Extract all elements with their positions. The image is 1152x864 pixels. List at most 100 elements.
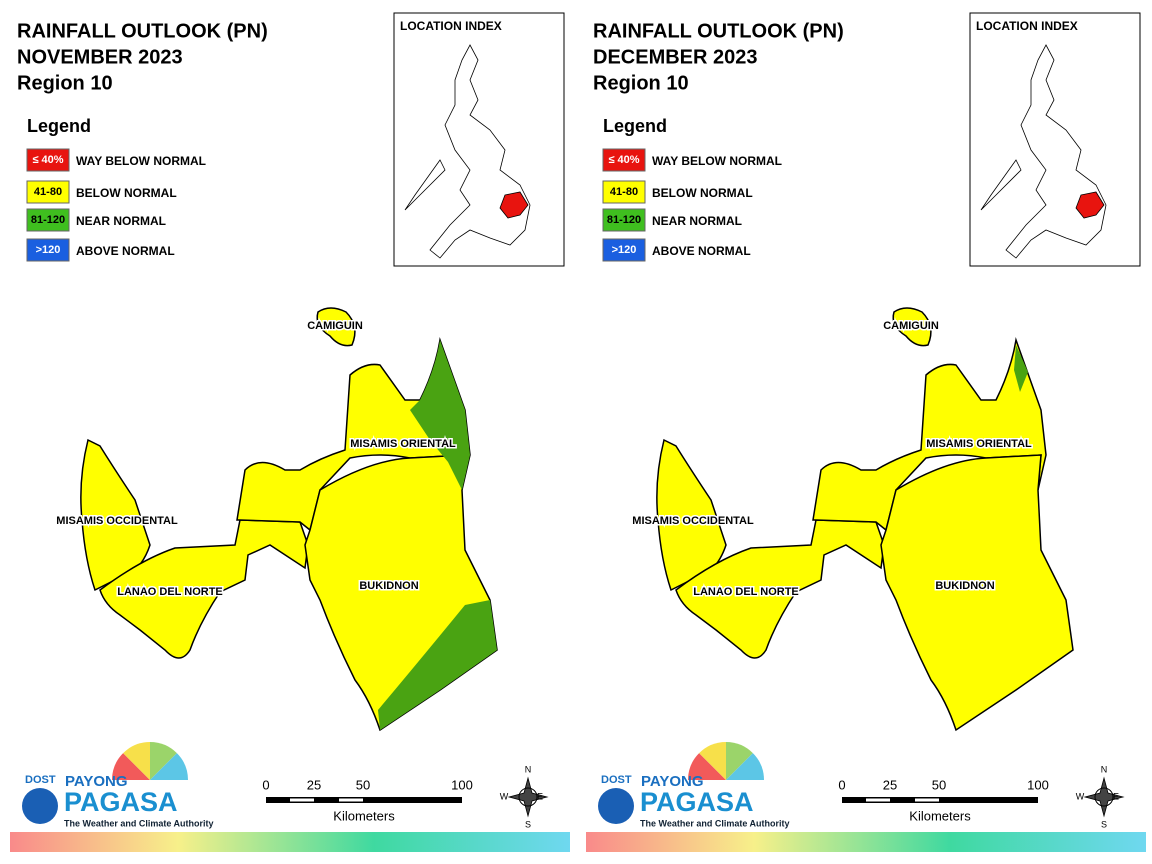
philippines-outline [404, 44, 531, 259]
logo-tagline: The Weather and Climate Authority [64, 818, 214, 828]
title-line: NOVEMBER 2023 [17, 46, 183, 68]
province [812, 337, 1047, 532]
compass-letter: N [525, 764, 532, 774]
compass-letter: E [537, 791, 543, 801]
region-highlight [1075, 191, 1105, 219]
title-line: DECEMBER 2023 [593, 46, 758, 68]
scale-segment [290, 798, 314, 802]
scale-tick: 0 [262, 777, 269, 792]
legend-title: Legend [27, 116, 91, 136]
title-line: Region 10 [17, 72, 113, 94]
location-index-title: LOCATION INDEX [400, 19, 502, 33]
scale-bar [842, 797, 1038, 803]
logo-dost: DOST [601, 774, 632, 786]
scale-tick: 25 [307, 777, 321, 792]
umbrella-panel [726, 753, 764, 780]
location-index-title: LOCATION INDEX [976, 19, 1078, 33]
region-highlight [499, 191, 529, 219]
scale-tick: 0 [838, 777, 845, 792]
legend-label: >120 [36, 244, 61, 256]
logo-payong: PAYONG [641, 773, 704, 790]
near-normal-area [1014, 345, 1028, 392]
legend-label: >120 [612, 244, 637, 256]
logo-payong: PAYONG [65, 773, 128, 790]
legend-swatch [26, 180, 70, 204]
scale-tick: 50 [932, 777, 946, 792]
province [675, 519, 885, 659]
scale-tick: 100 [451, 777, 473, 792]
legend-swatch [26, 238, 70, 262]
scale-segment [339, 798, 363, 802]
province [656, 438, 727, 592]
scale-tick: 25 [883, 777, 897, 792]
legend-swatch [602, 238, 646, 262]
legend-swatch [26, 208, 70, 232]
title-line: RAINFALL OUTLOOK (PN) [593, 20, 844, 42]
scale-unit: Kilometers [909, 808, 971, 823]
legend-text: NEAR NORMAL [76, 214, 166, 228]
legend-label: 41-80 [610, 186, 638, 198]
province [316, 307, 356, 347]
legend-title: Legend [603, 116, 667, 136]
legend-label: 81-120 [607, 214, 641, 226]
province-label: BUKIDNON [935, 580, 994, 592]
umbrella-panel [699, 742, 726, 780]
province [236, 337, 471, 532]
logo-pagasa: PAGASA [64, 787, 178, 817]
province-label: LANAO DEL NORTE [117, 586, 223, 598]
province-label: CAMIGUIN [883, 320, 939, 332]
province-label: MISAMIS OCCIDENTAL [632, 515, 754, 527]
umbrella-panel [150, 742, 177, 780]
compass-ring [1094, 787, 1114, 807]
province-label: CAMIGUIN [307, 320, 363, 332]
province-label: MISAMIS ORIENTAL [350, 438, 456, 450]
panel: RAINFALL OUTLOOK (PN) DECEMBER 2023 Region… [586, 12, 1146, 852]
legend-text: WAY BELOW NORMAL [652, 154, 782, 168]
province-label: LANAO DEL NORTE [693, 586, 799, 598]
umbrella-panel [726, 742, 753, 780]
compass-letter: N [1101, 764, 1108, 774]
logo-dost: DOST [25, 774, 56, 786]
compass-letter: W [1076, 791, 1085, 801]
province [80, 438, 151, 592]
province [892, 307, 932, 347]
compass-letter: S [525, 819, 531, 829]
scale-unit: Kilometers [333, 808, 395, 823]
legend-swatch [26, 148, 70, 172]
panel: RAINFALL OUTLOOK (PN) NOVEMBER 2023 Region… [10, 12, 570, 852]
province-label: MISAMIS ORIENTAL [926, 438, 1032, 450]
title-line: Region 10 [593, 72, 689, 94]
legend-label: 81-120 [31, 214, 65, 226]
legend-text: NEAR NORMAL [652, 214, 742, 228]
umbrella-panel [150, 753, 188, 780]
legend-text: BELOW NORMAL [652, 186, 753, 200]
umbrella-panel [123, 742, 150, 780]
color-band [586, 832, 1146, 852]
legend-text: BELOW NORMAL [76, 186, 177, 200]
scale-bar [266, 797, 462, 803]
province-label: BUKIDNON [359, 580, 418, 592]
compass-letter: S [1101, 819, 1107, 829]
legend-label: ≤ 40% [608, 154, 639, 166]
scale-tick: 100 [1027, 777, 1049, 792]
scale-tick: 50 [356, 777, 370, 792]
color-band [10, 832, 570, 852]
scale-segment [915, 798, 939, 802]
legend-text: ABOVE NORMAL [652, 244, 751, 258]
umbrella-panel [112, 753, 150, 780]
near-normal-area [378, 600, 497, 730]
logo-seal [22, 788, 58, 824]
legend-label: 41-80 [34, 186, 62, 198]
province [99, 519, 309, 659]
legend-text: ABOVE NORMAL [76, 244, 175, 258]
umbrella-panel [688, 753, 726, 780]
legend-label: ≤ 40% [32, 154, 63, 166]
province-label: MISAMIS OCCIDENTAL [56, 515, 178, 527]
scale-segment [866, 798, 890, 802]
legend-swatch [602, 180, 646, 204]
logo-pagasa: PAGASA [640, 787, 754, 817]
legend-text: WAY BELOW NORMAL [76, 154, 206, 168]
philippines-outline [980, 44, 1107, 259]
